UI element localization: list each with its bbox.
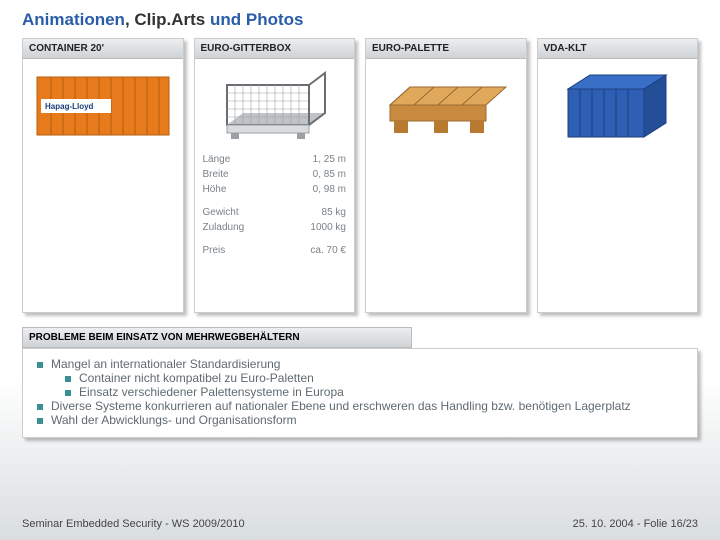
spec-table: Länge1, 25 m Breite0, 85 m Höhe0, 98 m G… xyxy=(201,151,349,259)
title-part1: Animationen xyxy=(22,10,125,29)
bullet-icon xyxy=(65,390,71,396)
list-item: Container nicht kompatibel zu Euro-Palet… xyxy=(33,371,687,385)
klt-image xyxy=(544,65,692,155)
card-container: CONTAINER 20' Hapag-Lloyd xyxy=(22,38,184,313)
title-part4: und Photos xyxy=(205,10,303,29)
problems-header: PROBLEME BEIM EINSATZ VON MEHRWEGBEHÄLTE… xyxy=(22,327,412,348)
card-body xyxy=(366,59,526,312)
card-header: EURO-PALETTE xyxy=(366,39,526,59)
footer-left: Seminar Embedded Security - WS 2009/2010 xyxy=(22,518,245,530)
gitterbox-image xyxy=(201,65,349,145)
slide-title: Animationen, Clip.Arts und Photos xyxy=(0,0,720,38)
bullet-icon xyxy=(65,376,71,382)
card-header: CONTAINER 20' xyxy=(23,39,183,59)
card-gitterbox: EURO-GITTERBOX xyxy=(194,38,356,313)
card-header: VDA-KLT xyxy=(538,39,698,59)
slide-footer: Seminar Embedded Security - WS 2009/2010… xyxy=(0,518,720,530)
card-klt: VDA-KLT xyxy=(537,38,699,313)
title-part3: Clip.Arts xyxy=(134,10,205,29)
table-row: Preisca. 70 € xyxy=(203,244,347,257)
container-label: Hapag-Lloyd xyxy=(45,102,94,111)
cards-row: CONTAINER 20' Hapag-Lloyd EU xyxy=(0,38,720,313)
problems-body: Mangel an internationaler Standardisieru… xyxy=(22,348,698,438)
title-part2: , xyxy=(125,10,134,29)
bullet-icon xyxy=(37,362,43,368)
palette-image xyxy=(372,65,520,155)
table-row: Breite0, 85 m xyxy=(203,168,347,181)
footer-right: 25. 10. 2004 - Folie 16/23 xyxy=(573,518,698,530)
bullet-icon xyxy=(37,418,43,424)
card-body: Hapag-Lloyd xyxy=(23,59,183,312)
problems-section: PROBLEME BEIM EINSATZ VON MEHRWEGBEHÄLTE… xyxy=(22,327,698,438)
list-item: Diverse Systeme konkurrieren auf nationa… xyxy=(33,399,687,413)
container-image: Hapag-Lloyd xyxy=(29,65,177,145)
list-item: Mangel an internationaler Standardisieru… xyxy=(33,357,687,371)
card-body: Länge1, 25 m Breite0, 85 m Höhe0, 98 m G… xyxy=(195,59,355,312)
list-item: Einsatz verschiedener Palettensysteme in… xyxy=(33,385,687,399)
card-palette: EURO-PALETTE xyxy=(365,38,527,313)
table-row: Länge1, 25 m xyxy=(203,153,347,166)
table-row: Zuladung1000 kg xyxy=(203,221,347,234)
table-row: Höhe0, 98 m xyxy=(203,183,347,196)
card-header: EURO-GITTERBOX xyxy=(195,39,355,59)
list-item: Wahl der Abwicklungs- und Organisationsf… xyxy=(33,413,687,427)
card-body xyxy=(538,59,698,312)
bullet-icon xyxy=(37,404,43,410)
table-row: Gewicht85 kg xyxy=(203,206,347,219)
